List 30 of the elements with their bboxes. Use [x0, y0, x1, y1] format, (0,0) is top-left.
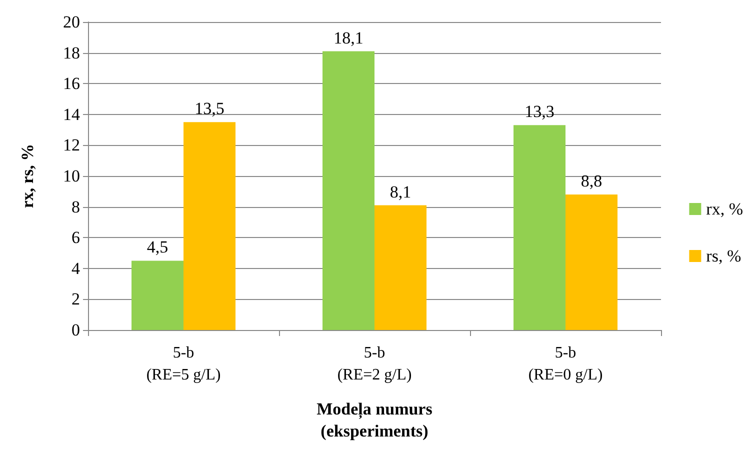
y-tick-label: 12	[63, 136, 80, 155]
y-tick-label: 4	[72, 258, 80, 278]
x-axis-title: Modeļa numurs (eksperiments)	[316, 400, 433, 440]
y-tick-label: 16	[63, 74, 80, 94]
bar	[374, 205, 426, 330]
y-tick-label: 20	[63, 12, 80, 32]
y-tick-label: 18	[63, 43, 80, 62]
y-tick-label: 2	[72, 290, 80, 309]
bar	[132, 260, 184, 330]
data-label: 8,8	[580, 171, 602, 190]
x-tick-label: 5-b (RE=5 g/L)	[146, 344, 221, 384]
data-label: 4,5	[146, 238, 168, 257]
y-tick-label: 6	[72, 228, 80, 248]
data-label: 8,1	[390, 182, 412, 202]
y-tick-label: 14	[63, 104, 80, 124]
y-tick-label: 8	[72, 197, 80, 216]
bar	[322, 51, 374, 330]
y-tick-label: 0	[72, 320, 80, 340]
y-tick-label: 10	[63, 166, 80, 186]
x-tick-label: 5-b (RE=0 g/L)	[528, 344, 603, 384]
bar	[514, 125, 566, 330]
y-axis-title: rx, rs, %	[18, 144, 37, 208]
legend-label: rx, %	[706, 200, 744, 218]
data-label: 13,5	[194, 99, 224, 118]
legend-label: rs, %	[706, 246, 742, 266]
bar	[184, 122, 236, 330]
bar	[566, 194, 618, 330]
data-label: 18,1	[334, 28, 364, 48]
x-tick-label: 5-b (RE=2 g/L)	[337, 344, 412, 384]
data-label: 13,3	[524, 102, 554, 122]
